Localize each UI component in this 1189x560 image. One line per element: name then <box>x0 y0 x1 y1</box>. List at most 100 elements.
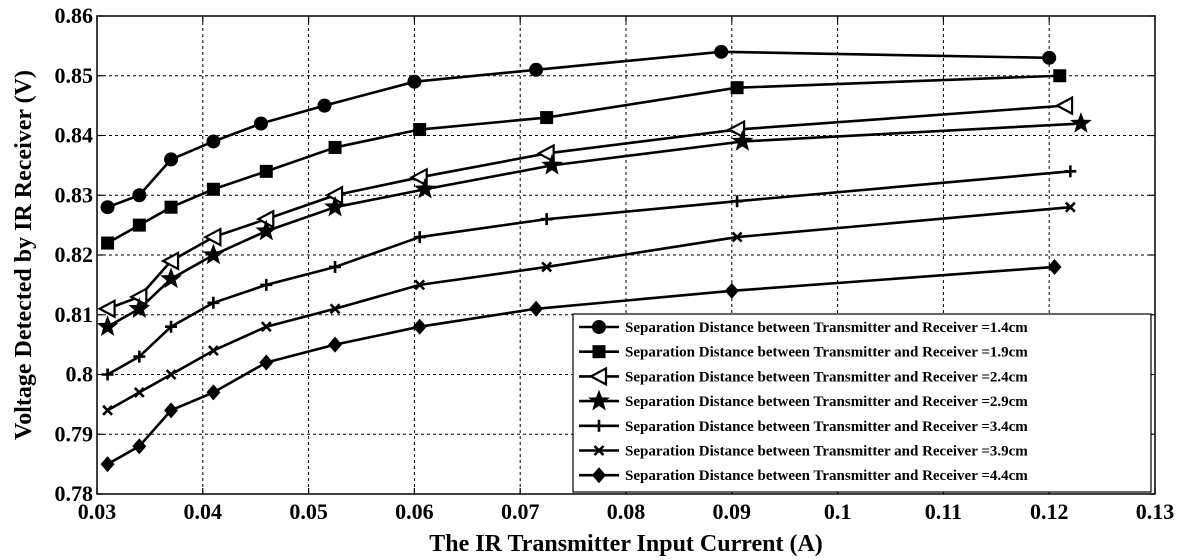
data-point-square <box>328 140 342 154</box>
data-point-diamond <box>724 282 739 299</box>
data-point-plus <box>413 231 426 244</box>
data-point-diamond <box>259 354 274 371</box>
series-line <box>106 74 1060 245</box>
x-tick-label: 0.1 <box>824 499 852 524</box>
data-point-star <box>128 297 151 319</box>
legend-box <box>572 313 1152 493</box>
legend-label: Separation Distance between Transmitter … <box>625 369 1028 385</box>
data-point-circle <box>714 44 729 59</box>
data-point-triangle-left <box>536 143 555 164</box>
data-point-triangle-left <box>409 167 428 188</box>
x-axis-label: The IR Transmitter Input Current (A) <box>429 531 823 557</box>
data-point-triangle-left <box>726 119 746 140</box>
legend-item: Separation Distance between Transmitter … <box>579 320 1028 336</box>
data-point-plus <box>207 296 220 309</box>
y-tick-label: 0.84 <box>55 123 94 148</box>
data-point-circle <box>407 74 422 89</box>
y-axis-label: Voltage Detected by IR Receiver (V) <box>11 70 37 440</box>
legend-label: Separation Distance between Transmitter … <box>625 320 1028 336</box>
data-point-x <box>260 321 272 333</box>
series-6 <box>102 201 1076 416</box>
x-tick-label: 0.09 <box>713 499 752 524</box>
y-tick-label: 0.79 <box>55 421 94 446</box>
data-point-circle <box>100 200 115 215</box>
legend-item: Separation Distance between Transmitter … <box>579 366 1028 387</box>
data-point-diamond <box>206 384 221 401</box>
data-point-x <box>133 387 145 398</box>
series-group <box>96 44 1092 473</box>
data-point-x <box>165 369 177 380</box>
data-point-circle <box>1042 50 1057 65</box>
legend-label: Separation Distance between Transmitter … <box>625 444 1028 460</box>
y-tick-label: 0.81 <box>55 302 94 327</box>
data-point-x <box>1064 201 1076 213</box>
series-line <box>106 265 1055 466</box>
legend-item: Separation Distance between Transmitter … <box>579 345 1028 361</box>
data-point-diamond <box>328 336 343 353</box>
data-point-plus <box>133 350 146 363</box>
x-tick-label: 0.13 <box>1136 499 1175 524</box>
data-point-star <box>160 267 182 289</box>
data-point-star <box>202 243 225 265</box>
data-point-square <box>164 200 178 214</box>
legend-marker-square <box>592 345 606 359</box>
data-point-diamond <box>164 402 179 419</box>
data-point-circle <box>132 188 147 203</box>
data-point-x <box>541 261 553 273</box>
data-point-square <box>101 236 115 250</box>
series-3 <box>97 95 1074 319</box>
legend-marker-star <box>588 389 610 411</box>
y-tick-label: 0.85 <box>55 63 94 88</box>
y-tick-label: 0.83 <box>55 182 94 207</box>
series-2 <box>101 69 1067 250</box>
legend: Separation Distance between Transmitter … <box>572 313 1152 493</box>
data-point-x <box>102 404 113 416</box>
legend-label: Separation Distance between Transmitter … <box>625 468 1028 484</box>
data-point-star <box>96 315 119 336</box>
data-point-diamond <box>1047 258 1062 275</box>
data-point-star <box>414 177 436 199</box>
data-point-plus <box>165 320 178 333</box>
series-7 <box>100 258 1062 473</box>
legend-item: Separation Distance between Transmitter … <box>579 419 1028 435</box>
data-point-x <box>731 231 743 243</box>
data-point-star <box>541 153 563 175</box>
x-tick-label: 0.05 <box>289 499 328 524</box>
data-point-plus <box>540 213 553 226</box>
legend-item: Separation Distance between Transmitter … <box>579 467 1028 484</box>
data-point-triangle-left <box>160 251 180 271</box>
legend-item: Separation Distance between Transmitter … <box>579 444 1028 460</box>
data-point-plus <box>329 260 342 273</box>
data-point-circle <box>529 62 544 77</box>
data-point-star <box>731 130 754 151</box>
data-point-x <box>207 345 219 357</box>
legend-label: Separation Distance between Transmitter … <box>625 345 1028 361</box>
data-point-square <box>413 123 427 137</box>
series-line <box>106 122 1082 328</box>
y-tick-label: 0.86 <box>55 3 94 28</box>
series-1 <box>100 44 1057 215</box>
data-point-circle <box>253 116 268 131</box>
series-line <box>106 205 1071 412</box>
data-point-square <box>132 218 146 232</box>
x-tick-label: 0.03 <box>78 499 117 524</box>
data-point-triangle-left <box>97 298 116 319</box>
data-point-square <box>206 182 220 196</box>
legend-marker-diamond <box>592 467 606 484</box>
data-point-x <box>329 303 341 315</box>
data-point-plus <box>731 195 744 208</box>
data-point-plus <box>1064 165 1077 178</box>
y-tick-label: 0.78 <box>55 481 94 506</box>
legend-marker-triangle-left <box>588 366 608 387</box>
x-tick-label: 0.12 <box>1030 499 1069 524</box>
legend-marker-plus <box>593 419 605 432</box>
data-point-plus <box>101 368 114 381</box>
x-tick-label: 0.06 <box>395 499 434 524</box>
data-point-triangle-left <box>1054 95 1074 116</box>
y-tick-label: 0.8 <box>66 362 94 387</box>
x-tick-label: 0.08 <box>607 499 646 524</box>
series-line <box>107 50 1050 209</box>
legend-marker-circle <box>592 320 606 334</box>
data-point-square <box>1053 69 1067 83</box>
data-point-diamond <box>412 318 427 335</box>
